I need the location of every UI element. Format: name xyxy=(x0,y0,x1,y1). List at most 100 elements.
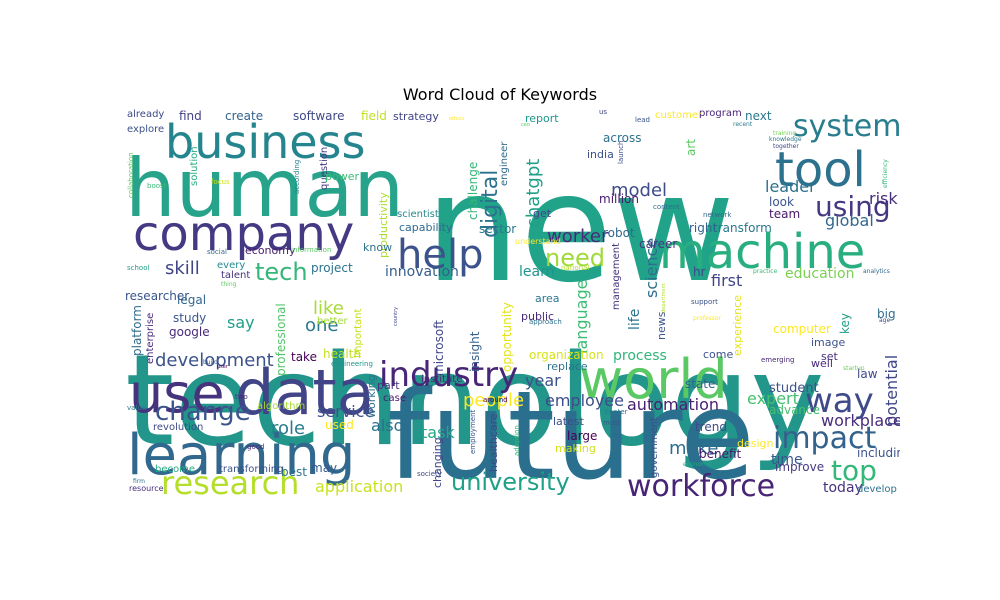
word-center: center xyxy=(605,408,628,416)
word-report: report xyxy=(525,112,559,125)
word-news: news xyxy=(655,311,668,340)
word-productivity: productivity xyxy=(377,192,390,258)
word-take: take xyxy=(291,350,317,364)
word-system: system xyxy=(793,109,900,144)
word-sector: sector xyxy=(479,222,516,236)
word-law: law xyxy=(857,367,878,381)
word-platform: platform xyxy=(130,305,144,356)
word-institute: institute xyxy=(421,374,462,385)
word-country: country xyxy=(393,307,399,326)
word-important: important xyxy=(353,309,364,358)
word-making: making xyxy=(555,442,596,455)
word-recent: recent xyxy=(733,121,753,128)
word-used: used xyxy=(325,418,354,432)
word-startup: startup xyxy=(843,365,865,372)
word-revolution: revolution xyxy=(153,422,203,433)
word-machine: machine xyxy=(659,224,865,280)
word-project: project xyxy=(311,261,353,275)
word-insight: insight xyxy=(468,331,482,372)
word-changing: changing xyxy=(431,437,444,488)
word-economy: economy xyxy=(245,244,296,257)
word-engineering: engineering xyxy=(331,360,373,368)
word-capability: capability xyxy=(399,221,453,234)
word-researcher: researcher xyxy=(125,289,189,303)
word-approach: approach xyxy=(529,318,562,326)
word-million: million xyxy=(599,192,639,206)
word-state: state xyxy=(685,377,715,391)
word-way: way xyxy=(805,381,874,421)
word-google: google xyxy=(169,325,210,339)
word-organization: organization xyxy=(529,348,604,362)
word-future: future xyxy=(387,365,755,498)
word-leader: leader xyxy=(765,177,816,196)
word-firm: firm xyxy=(133,478,145,485)
word-chatgpt: chatgpt xyxy=(523,159,544,228)
word-thing: thing xyxy=(221,281,237,288)
word-economic: economic xyxy=(683,461,712,468)
word-worker: worker xyxy=(547,226,609,247)
word-first: first xyxy=(711,271,742,290)
word-science: science xyxy=(642,238,661,298)
word-development: development xyxy=(155,350,274,371)
word-global: global xyxy=(825,211,874,230)
word-opportunity: opportunity xyxy=(500,302,514,372)
word-team: team xyxy=(769,207,800,221)
word-get: get xyxy=(533,207,552,220)
word-application: application xyxy=(315,477,403,496)
word-using: using xyxy=(815,190,891,223)
word-school: school xyxy=(127,264,149,272)
word-potential: potential xyxy=(882,355,900,426)
word-say: say xyxy=(227,313,255,332)
word-collaboration: collaboration xyxy=(127,152,135,198)
word-together: together xyxy=(773,143,799,150)
word-area: area xyxy=(535,292,560,305)
word-service: service xyxy=(317,402,374,421)
word-next: next xyxy=(745,109,772,123)
word-model: model xyxy=(611,180,667,201)
word-data: data xyxy=(235,356,375,429)
word-big: big xyxy=(877,307,896,321)
word-already: already xyxy=(127,109,164,120)
word-impact: impact xyxy=(773,421,876,456)
word-national: national xyxy=(561,264,589,272)
word-must: must xyxy=(603,419,621,427)
word-microsoft: microsoft xyxy=(432,320,446,376)
word-support: support xyxy=(691,298,718,306)
word-healthcare: healthcare xyxy=(487,413,500,472)
word-large: large xyxy=(567,429,597,443)
word-according: according xyxy=(293,160,301,194)
word-time: time xyxy=(771,452,803,468)
word-two: two xyxy=(235,393,248,401)
word-know: know xyxy=(363,241,392,254)
word-research: research xyxy=(161,464,299,498)
word-health: health xyxy=(323,347,361,361)
word-power: power xyxy=(325,170,359,183)
word-improve: improve xyxy=(775,460,824,474)
word-emerging: emerging xyxy=(761,356,794,364)
word-computer: computer xyxy=(773,322,831,336)
word-top: top xyxy=(831,454,877,487)
word-age: age xyxy=(879,317,890,324)
word-software: software xyxy=(293,109,345,123)
word-language: language xyxy=(572,280,591,355)
word-business: business xyxy=(165,115,366,169)
word-use: use xyxy=(129,362,225,425)
word-study: study xyxy=(173,311,206,325)
word-replace: replace xyxy=(547,360,588,373)
word-talent: talent xyxy=(221,270,250,281)
word-ceo: ceo xyxy=(521,122,530,128)
word-social: social xyxy=(207,248,227,256)
word-role: role xyxy=(271,418,305,439)
word-help: help xyxy=(397,232,483,278)
word-challenge: challenge xyxy=(466,162,480,220)
word-boost: boost xyxy=(147,182,167,190)
word-better: better xyxy=(317,316,348,327)
word-one: one xyxy=(305,315,339,336)
word-innovation: innovation xyxy=(385,264,459,280)
word-india: india xyxy=(587,148,614,161)
word-enterprise: enterprise xyxy=(145,313,156,364)
word-practice: practice xyxy=(753,268,778,275)
word-legal: legal xyxy=(177,293,206,307)
word-network: network xyxy=(703,211,732,219)
